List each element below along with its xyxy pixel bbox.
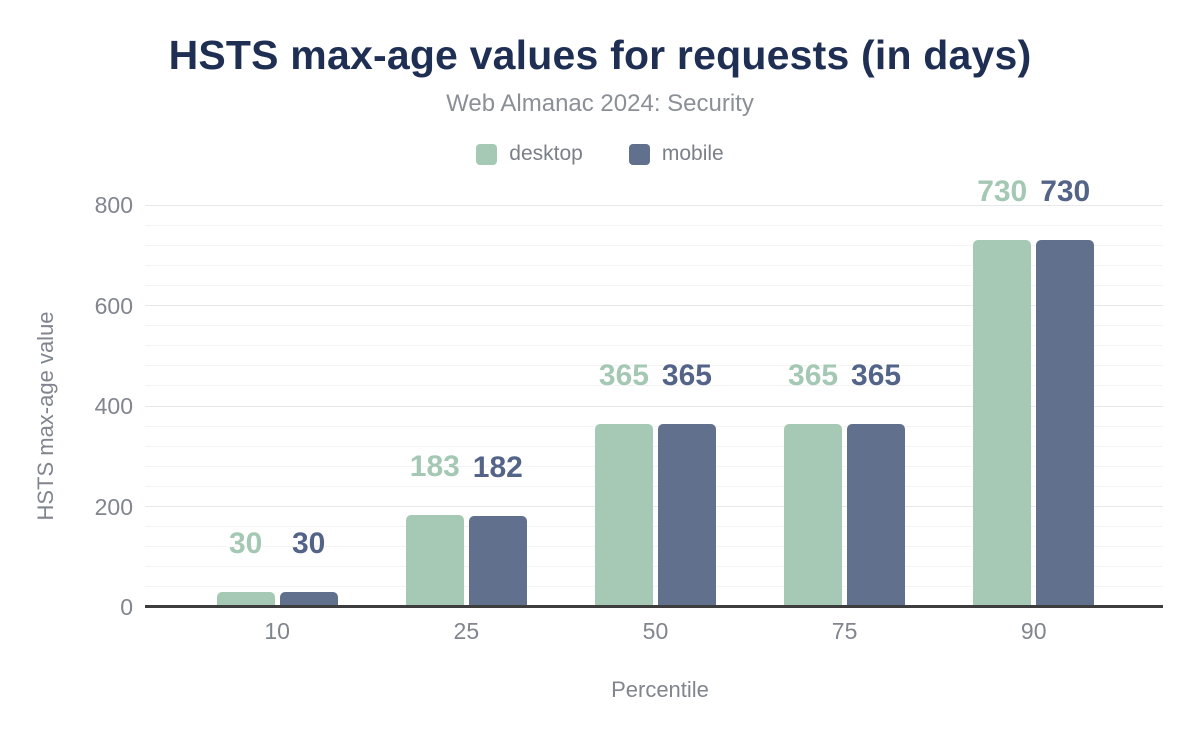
x-axis-line: [145, 604, 1163, 608]
bar-mobile-p50[interactable]: [657, 423, 716, 607]
minor-gridline: [145, 385, 1163, 387]
bar-desktop-p50[interactable]: [594, 423, 653, 607]
minor-gridline: [145, 365, 1163, 367]
x-axis-tick-label: 75: [831, 618, 858, 644]
value-label-mobile-p90: 730: [1040, 175, 1091, 209]
legend-item-desktop[interactable]: desktop: [476, 142, 583, 166]
minor-gridline: [145, 526, 1163, 528]
x-axis-tick-label: 10: [264, 618, 290, 644]
bar-mobile-p25[interactable]: [468, 515, 527, 607]
value-label-mobile-p25: 182: [472, 450, 523, 484]
minor-gridline: [145, 224, 1163, 226]
major-gridline: [145, 506, 1163, 507]
minor-gridline: [145, 566, 1163, 568]
bar-mobile-p10[interactable]: [279, 591, 338, 607]
bar-desktop-p75[interactable]: [784, 423, 843, 607]
legend-swatch-mobile: [628, 143, 650, 165]
minor-gridline: [145, 244, 1163, 246]
y-axis-title: HSTS max-age value: [33, 311, 58, 521]
bar-desktop-p90[interactable]: [973, 240, 1032, 607]
minor-gridline: [145, 485, 1163, 487]
major-gridline: [145, 204, 1163, 206]
y-axis-tick-label: 0: [120, 594, 133, 620]
value-label-mobile-p50: 365: [661, 358, 712, 392]
bar-desktop-p25[interactable]: [405, 515, 464, 607]
minor-gridline: [145, 284, 1163, 286]
y-axis-tick-label: 600: [94, 292, 133, 319]
major-gridline: [145, 405, 1163, 407]
x-axis-tick-label: 90: [1020, 618, 1047, 644]
y-axis-tick-label: 800: [94, 192, 133, 218]
value-label-desktop-p75: 365: [788, 358, 839, 392]
legend-label-desktop: desktop: [509, 142, 583, 165]
minor-gridline: [145, 465, 1163, 467]
bar-desktop-p10[interactable]: [216, 591, 275, 607]
minor-gridline: [145, 425, 1163, 427]
x-axis-tick-label: 25: [453, 618, 480, 644]
legend-label-mobile: mobile: [661, 142, 724, 165]
minor-gridline: [145, 264, 1163, 266]
minor-gridline: [145, 586, 1163, 588]
legend: desktop mobile: [0, 142, 1200, 166]
chart-subtitle: Web Almanac 2024: Security: [446, 90, 754, 117]
minor-gridline: [145, 445, 1163, 447]
value-label-desktop-p10: 30: [229, 526, 263, 560]
legend-swatch-desktop: [476, 143, 498, 165]
legend-item-mobile[interactable]: mobile: [628, 142, 724, 166]
value-label-mobile-p75: 365: [851, 358, 902, 392]
value-label-desktop-p50: 365: [598, 358, 649, 392]
x-axis-tick-label: 50: [642, 618, 669, 644]
y-axis-tick-label: 200: [94, 493, 133, 520]
bar-mobile-p90[interactable]: [1036, 240, 1095, 607]
chart-title: HSTS max-age values for requests (in day…: [168, 32, 1032, 78]
y-axis-tick-label: 400: [94, 393, 133, 419]
bar-mobile-p75[interactable]: [847, 423, 906, 607]
x-axis-title: Percentile: [611, 677, 709, 702]
minor-gridline: [145, 325, 1163, 327]
value-label-desktop-p90: 730: [977, 175, 1028, 209]
value-label-desktop-p25: 183: [409, 450, 460, 484]
value-label-mobile-p10: 30: [292, 526, 326, 560]
minor-gridline: [145, 546, 1163, 548]
major-gridline: [145, 305, 1163, 306]
minor-gridline: [145, 345, 1163, 347]
